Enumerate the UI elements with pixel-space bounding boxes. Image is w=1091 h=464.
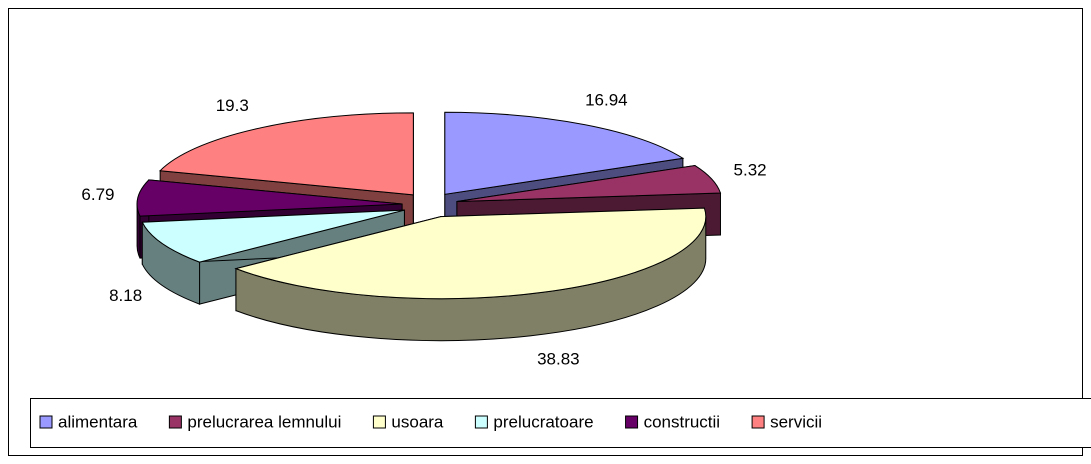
- data-label: 19.3: [216, 96, 249, 115]
- legend-swatch: [168, 415, 182, 429]
- legend-label: prelucratoare: [493, 412, 593, 431]
- legend-label: usoara: [391, 412, 444, 431]
- data-label: 5.32: [734, 161, 767, 180]
- slice: [444, 111, 685, 195]
- legend-box: [30, 398, 1091, 448]
- slice: [141, 209, 405, 263]
- legend-swatch: [751, 415, 765, 429]
- pie-tops: [136, 111, 722, 300]
- legend-label: constructii: [644, 412, 721, 431]
- legend-swatch: [39, 415, 53, 429]
- legend-label: alimentara: [58, 412, 138, 431]
- data-label: 8.18: [109, 286, 142, 305]
- legend-swatch: [625, 415, 639, 429]
- data-label: 16.94: [585, 90, 628, 109]
- slice: [234, 207, 707, 300]
- data-label: 6.79: [81, 185, 114, 204]
- data-label: 38.83: [537, 350, 580, 369]
- slice: [136, 179, 403, 217]
- slice: [159, 112, 414, 196]
- slice: [456, 164, 722, 203]
- legend-label: servicii: [770, 412, 822, 431]
- legend-label: prelucrarea lemnului: [187, 412, 341, 431]
- legend-swatch: [372, 415, 386, 429]
- legend-swatch: [474, 415, 488, 429]
